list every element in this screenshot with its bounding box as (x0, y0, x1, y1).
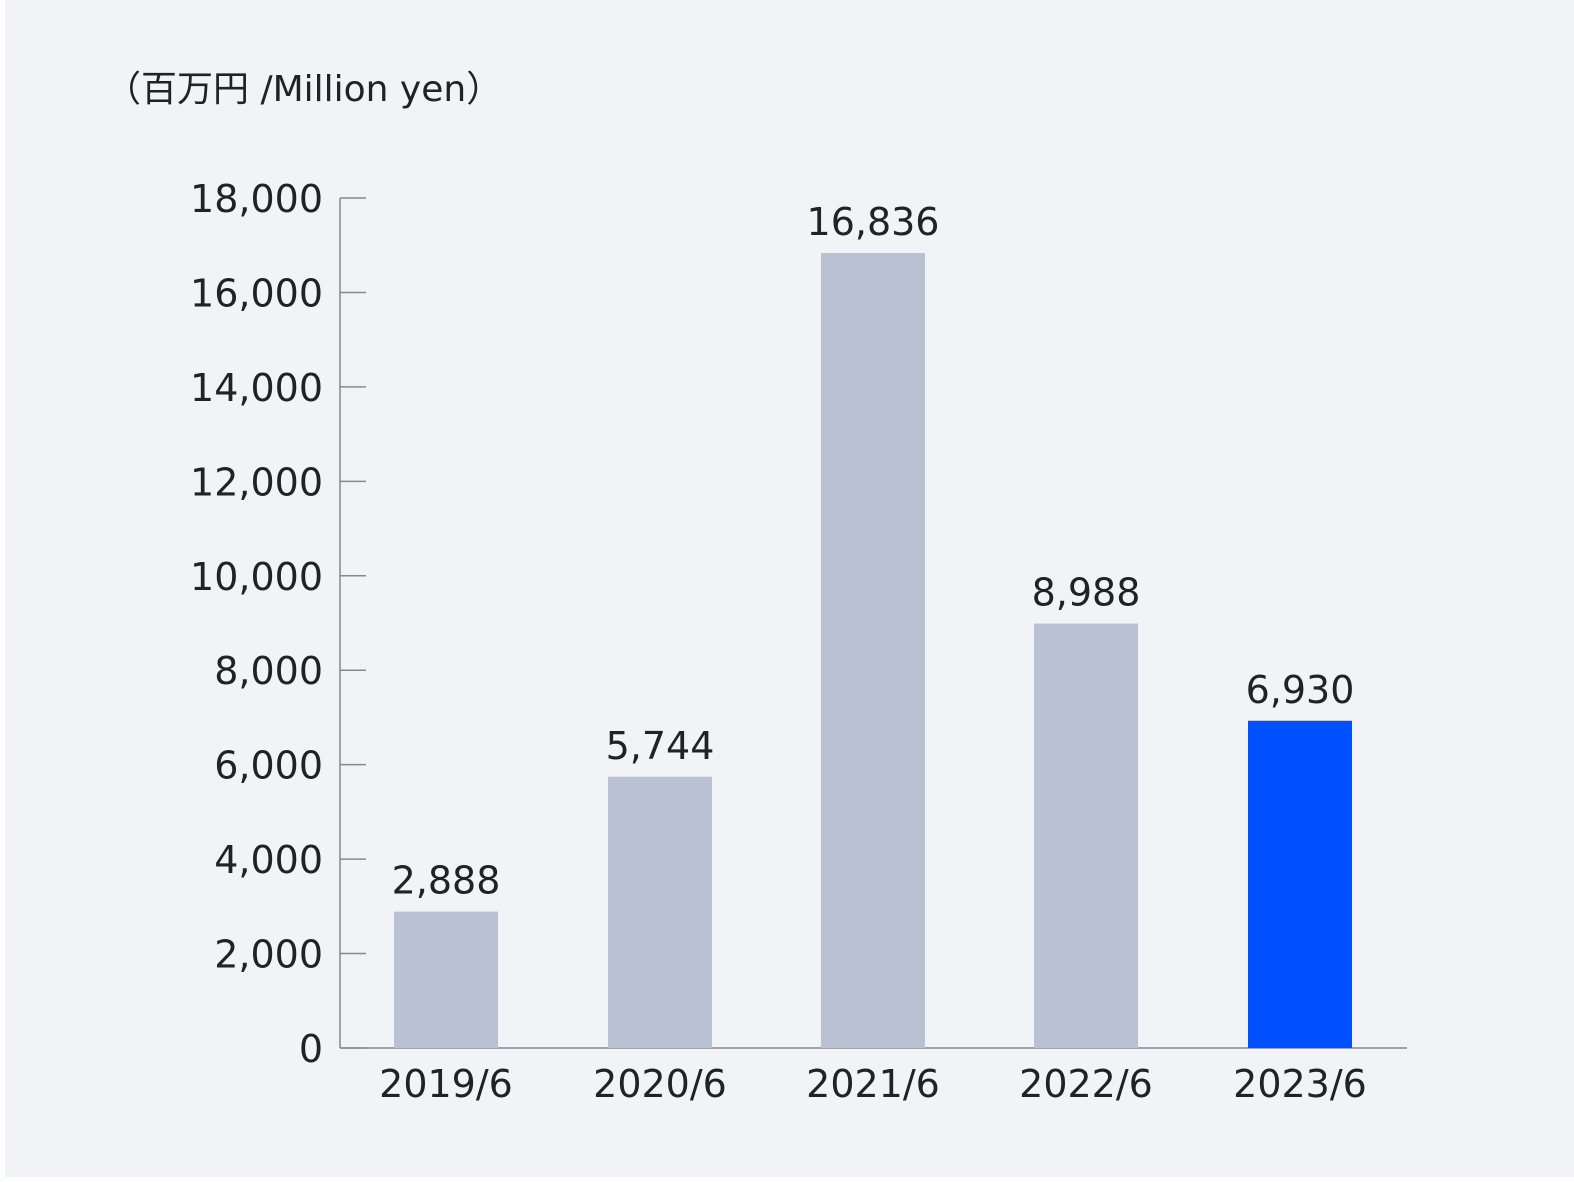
bar-2020-6 (608, 776, 712, 1048)
y-tick-label: 4,000 (214, 838, 323, 882)
chart-panel: （百万円 /Million yen） 0 2,000 4,000 6,000 8,000… (5, 0, 1574, 1177)
y-tick-label: 0 (299, 1027, 323, 1071)
x-tick-label: 2020/6 (593, 1062, 727, 1106)
y-tick-label: 10,000 (190, 555, 323, 599)
bar-2021-6 (821, 252, 925, 1048)
bar-2023-6 (1248, 720, 1352, 1048)
y-tick-label: 16,000 (190, 271, 323, 315)
y-tick-label: 2,000 (214, 933, 323, 977)
x-tick-label: 2021/6 (806, 1062, 940, 1106)
x-tick-label: 2023/6 (1233, 1062, 1367, 1106)
data-label: 5,744 (606, 724, 715, 768)
x-tick-label: 2019/6 (379, 1062, 513, 1106)
data-label: 6,930 (1246, 668, 1355, 712)
bar-2019-6 (394, 911, 498, 1048)
bar-2022-6 (1034, 623, 1138, 1048)
y-tick-label: 8,000 (214, 649, 323, 693)
unit-label: （百万円 /Million yen） (105, 69, 503, 110)
data-label: 16,836 (807, 200, 940, 244)
y-tick-label: 14,000 (190, 366, 323, 410)
data-label: 8,988 (1032, 571, 1141, 615)
y-tick-label: 6,000 (214, 744, 323, 788)
bar-chart: 0 2,000 4,000 6,000 8,000 10,000 12,000 14,000 1… (190, 177, 1407, 1106)
y-tick-label: 12,000 (190, 460, 323, 504)
x-tick-label: 2022/6 (1019, 1062, 1153, 1106)
y-tick-label: 18,000 (190, 177, 323, 221)
data-label: 2,888 (392, 859, 501, 903)
